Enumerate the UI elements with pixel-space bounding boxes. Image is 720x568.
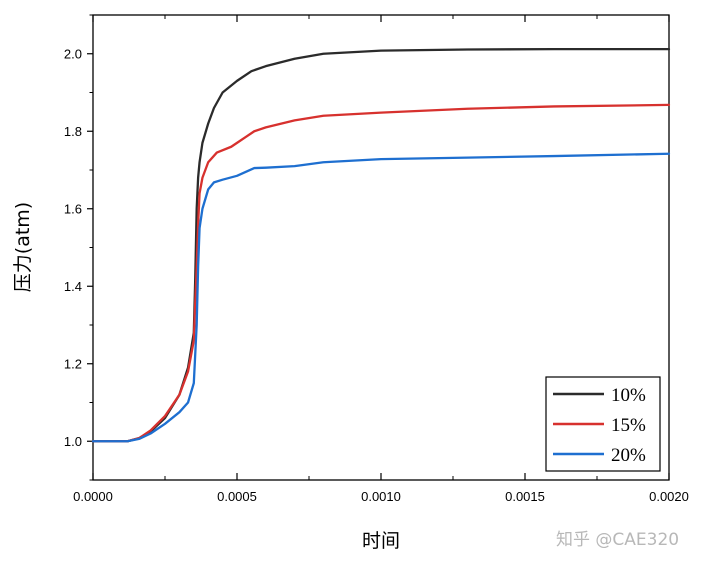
y-tick-label: 2.0 xyxy=(64,46,82,61)
legend: 10% 15% 20% xyxy=(545,376,661,472)
x-axis-title: 时间 xyxy=(362,530,400,552)
series-line-3 xyxy=(91,152,671,443)
series-line-1 xyxy=(91,47,671,443)
y-tick-label: 1.0 xyxy=(64,434,82,449)
y-tick-label: 1.8 xyxy=(64,124,82,139)
axis-ticks: 0.0000 0.0005 0.0010 0.0015 0.0020 1.0 1.2 1.4 1… xyxy=(64,14,689,504)
y-tick-label: 1.4 xyxy=(64,279,82,294)
y-tick-label: 1.2 xyxy=(64,356,82,371)
y-tick-label: 1.6 xyxy=(64,201,82,216)
series-lines xyxy=(91,47,671,443)
legend-label: 20% xyxy=(611,445,646,466)
x-tick-label: 0.0015 xyxy=(505,489,545,504)
y-axis-title: 压力(atm) xyxy=(12,202,34,292)
legend-label: 10% xyxy=(611,385,646,406)
x-tick-label: 0.0000 xyxy=(73,489,113,504)
x-tick-label: 0.0010 xyxy=(361,489,401,504)
series-line-2 xyxy=(91,103,671,443)
legend-label: 15% xyxy=(611,415,646,436)
x-tick-label: 0.0005 xyxy=(217,489,257,504)
watermark-text: 知乎 @CAE320 xyxy=(556,530,679,550)
x-tick-label: 0.0020 xyxy=(649,489,689,504)
